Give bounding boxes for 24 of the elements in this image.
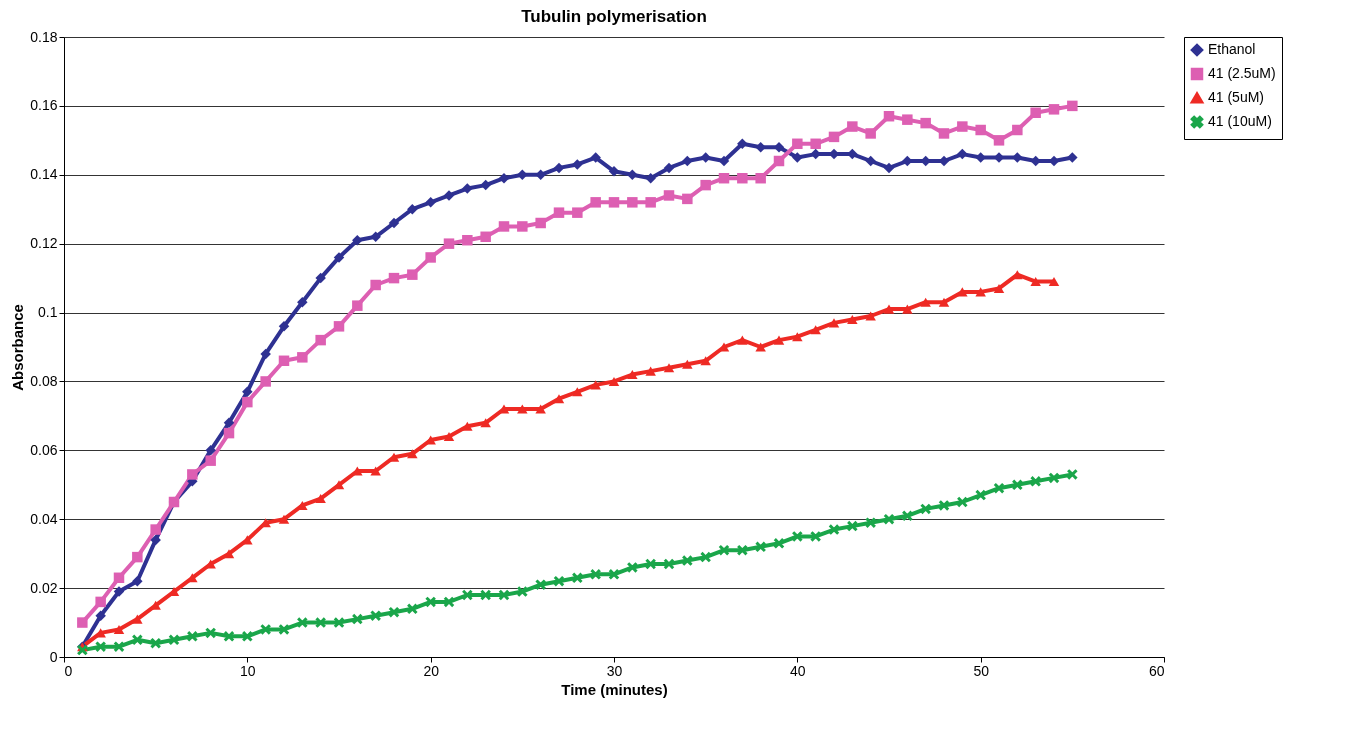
x-tick-label: 10 bbox=[240, 662, 256, 679]
x-tick-label: 40 bbox=[790, 662, 806, 679]
legend-label: 41 (5uM) bbox=[1208, 89, 1265, 105]
x-tick-label: 50 bbox=[973, 662, 990, 679]
legend-label: Ethanol bbox=[1208, 41, 1256, 57]
x-tick-label: 0 bbox=[64, 662, 73, 679]
y-tick-label: 0.14 bbox=[30, 166, 58, 183]
y-tick-label: 0.18 bbox=[30, 28, 58, 45]
chart-title: Tubulin polymerisation bbox=[521, 7, 707, 26]
y-tick-label: 0.08 bbox=[30, 372, 58, 389]
x-tick-label: 60 bbox=[1148, 662, 1165, 679]
x-tick-label: 20 bbox=[423, 662, 440, 679]
x-tick-label: 30 bbox=[606, 662, 623, 679]
y-tick-label: 0 bbox=[49, 648, 58, 665]
y-tick-label: 0.04 bbox=[30, 510, 58, 527]
y-tick-label: 0.12 bbox=[30, 235, 58, 252]
legend-label: 41 (10uM) bbox=[1208, 113, 1272, 129]
y-tick-label: 0.06 bbox=[30, 441, 58, 458]
y-axis-title: Absorbance bbox=[9, 304, 27, 391]
legend-label: 41 (2.5uM) bbox=[1208, 65, 1276, 81]
y-tick-label: 0.16 bbox=[30, 97, 58, 114]
y-tick-label: 0.02 bbox=[30, 579, 58, 596]
y-tick-label: 0.1 bbox=[38, 304, 58, 321]
x-axis-title: Time (minutes) bbox=[561, 680, 668, 698]
